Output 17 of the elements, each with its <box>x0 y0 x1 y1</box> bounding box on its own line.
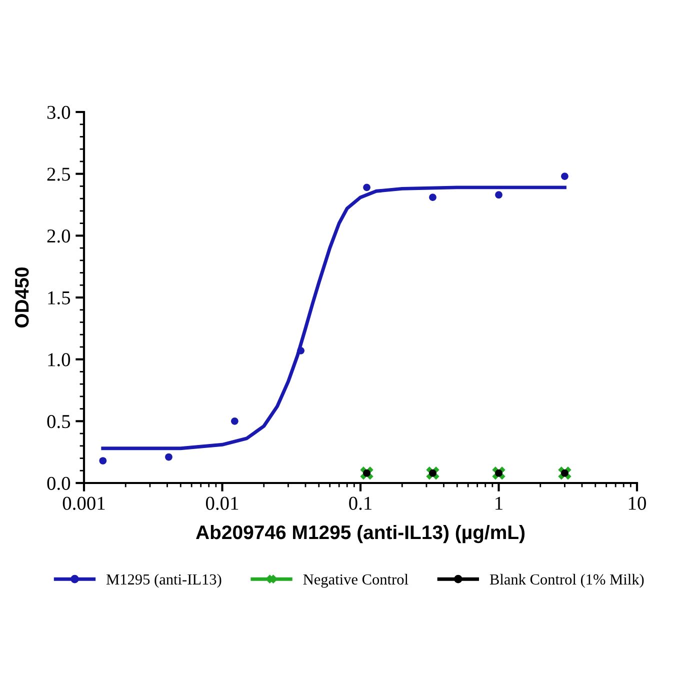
y-tick-label: 0.5 <box>47 414 70 428</box>
legend-label: Blank Control (1% Milk) <box>490 574 644 588</box>
y-tick-label: 0.0 <box>47 476 70 490</box>
x-tick-label: 0.01 <box>206 496 238 510</box>
y-tick-label: 2.5 <box>47 168 70 181</box>
x-tick-label: 0.1 <box>349 496 372 510</box>
y-axis-title: OD450 <box>15 267 29 328</box>
y-tick-label: 3.0 <box>47 106 70 120</box>
legend-label: M1295 (anti-IL13) <box>106 574 222 588</box>
x-axis-title: Ab209746 M1295 (anti-IL13) (µg/mL) <box>196 524 525 544</box>
y-tick-label: 1.0 <box>48 353 70 366</box>
y-tick-label: 2.0 <box>47 229 70 243</box>
y-tick-label: 1.5 <box>48 291 70 305</box>
x-tick-label: 10 <box>628 496 646 510</box>
legend-label: Negative Control <box>303 574 408 588</box>
x-tick-label: 1 <box>496 496 502 510</box>
x-tick-label: 0.001 <box>62 496 105 510</box>
